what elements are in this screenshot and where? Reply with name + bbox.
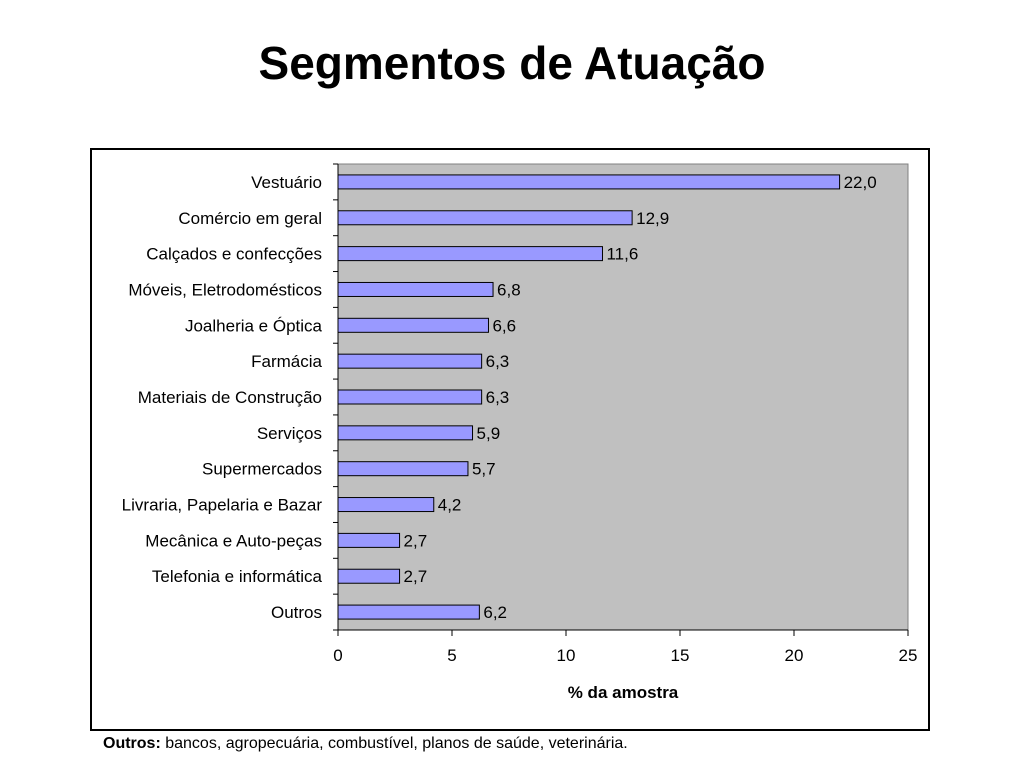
footnote-text: bancos, agropecuária, combustível, plano… — [160, 735, 628, 752]
category-label: Farmácia — [251, 352, 322, 371]
category-label: Serviços — [257, 424, 322, 443]
slide-title: Segmentos de Atuação — [258, 37, 766, 89]
bar-chart: 22,0 Vestuário 12,9 Comércio em geral 11,6 Ca… — [122, 163, 918, 702]
bar — [337, 353, 483, 369]
value-label: 6,6 — [492, 316, 516, 335]
value-label: 6,8 — [497, 280, 521, 299]
category-label: Mecânica e Auto-peças — [145, 531, 322, 550]
x-tick-label: 15 — [671, 646, 690, 665]
category-label: Móveis, Eletrodomésticos — [128, 280, 322, 299]
bar — [337, 568, 401, 584]
footnote: Outros: bancos, agropecuária, combustíve… — [103, 735, 628, 753]
category-label: Vestuário — [251, 173, 322, 192]
category-label: Calçados e confecções — [146, 245, 322, 264]
x-tick-label: 5 — [447, 646, 456, 665]
category-label: Joalheria e Óptica — [185, 316, 323, 335]
value-label: 2,7 — [404, 567, 428, 586]
category-label: Materiais de Construção — [138, 388, 322, 407]
footnote-label: Outros: — [103, 735, 161, 752]
value-label: 11,6 — [606, 245, 638, 264]
value-label: 6,3 — [486, 388, 510, 407]
category-label: Supermercados — [202, 460, 322, 479]
category-label: Telefonia e informática — [152, 567, 323, 586]
value-label: 4,2 — [438, 496, 462, 515]
category-label: Comércio em geral — [178, 209, 322, 228]
value-label: 6,2 — [483, 603, 507, 622]
value-label: 6,3 — [486, 352, 510, 371]
value-label: 5,9 — [477, 424, 501, 443]
bar — [337, 317, 489, 333]
bar — [337, 604, 480, 620]
bar — [337, 389, 483, 405]
x-tick-label: 0 — [333, 646, 342, 665]
value-label: 5,7 — [472, 460, 496, 479]
bar — [337, 497, 435, 513]
category-label: Outros — [271, 603, 322, 622]
value-label: 2,7 — [404, 531, 428, 550]
value-label: 22,0 — [844, 173, 877, 192]
x-tick-label: 25 — [899, 646, 918, 665]
value-label: 12,9 — [636, 209, 669, 228]
bar — [337, 532, 401, 548]
bar — [337, 425, 474, 441]
x-axis-title: % da amostra — [568, 683, 679, 702]
bar — [337, 210, 633, 226]
category-label: Livraria, Papelaria e Bazar — [122, 496, 323, 515]
bar — [337, 281, 494, 297]
bar — [337, 246, 603, 262]
chart-frame: 22,0 Vestuário 12,9 Comércio em geral 11,6 Ca… — [90, 148, 930, 731]
bar — [337, 461, 469, 477]
bar — [337, 174, 841, 190]
x-tick-label: 10 — [557, 646, 576, 665]
x-tick-label: 20 — [785, 646, 804, 665]
